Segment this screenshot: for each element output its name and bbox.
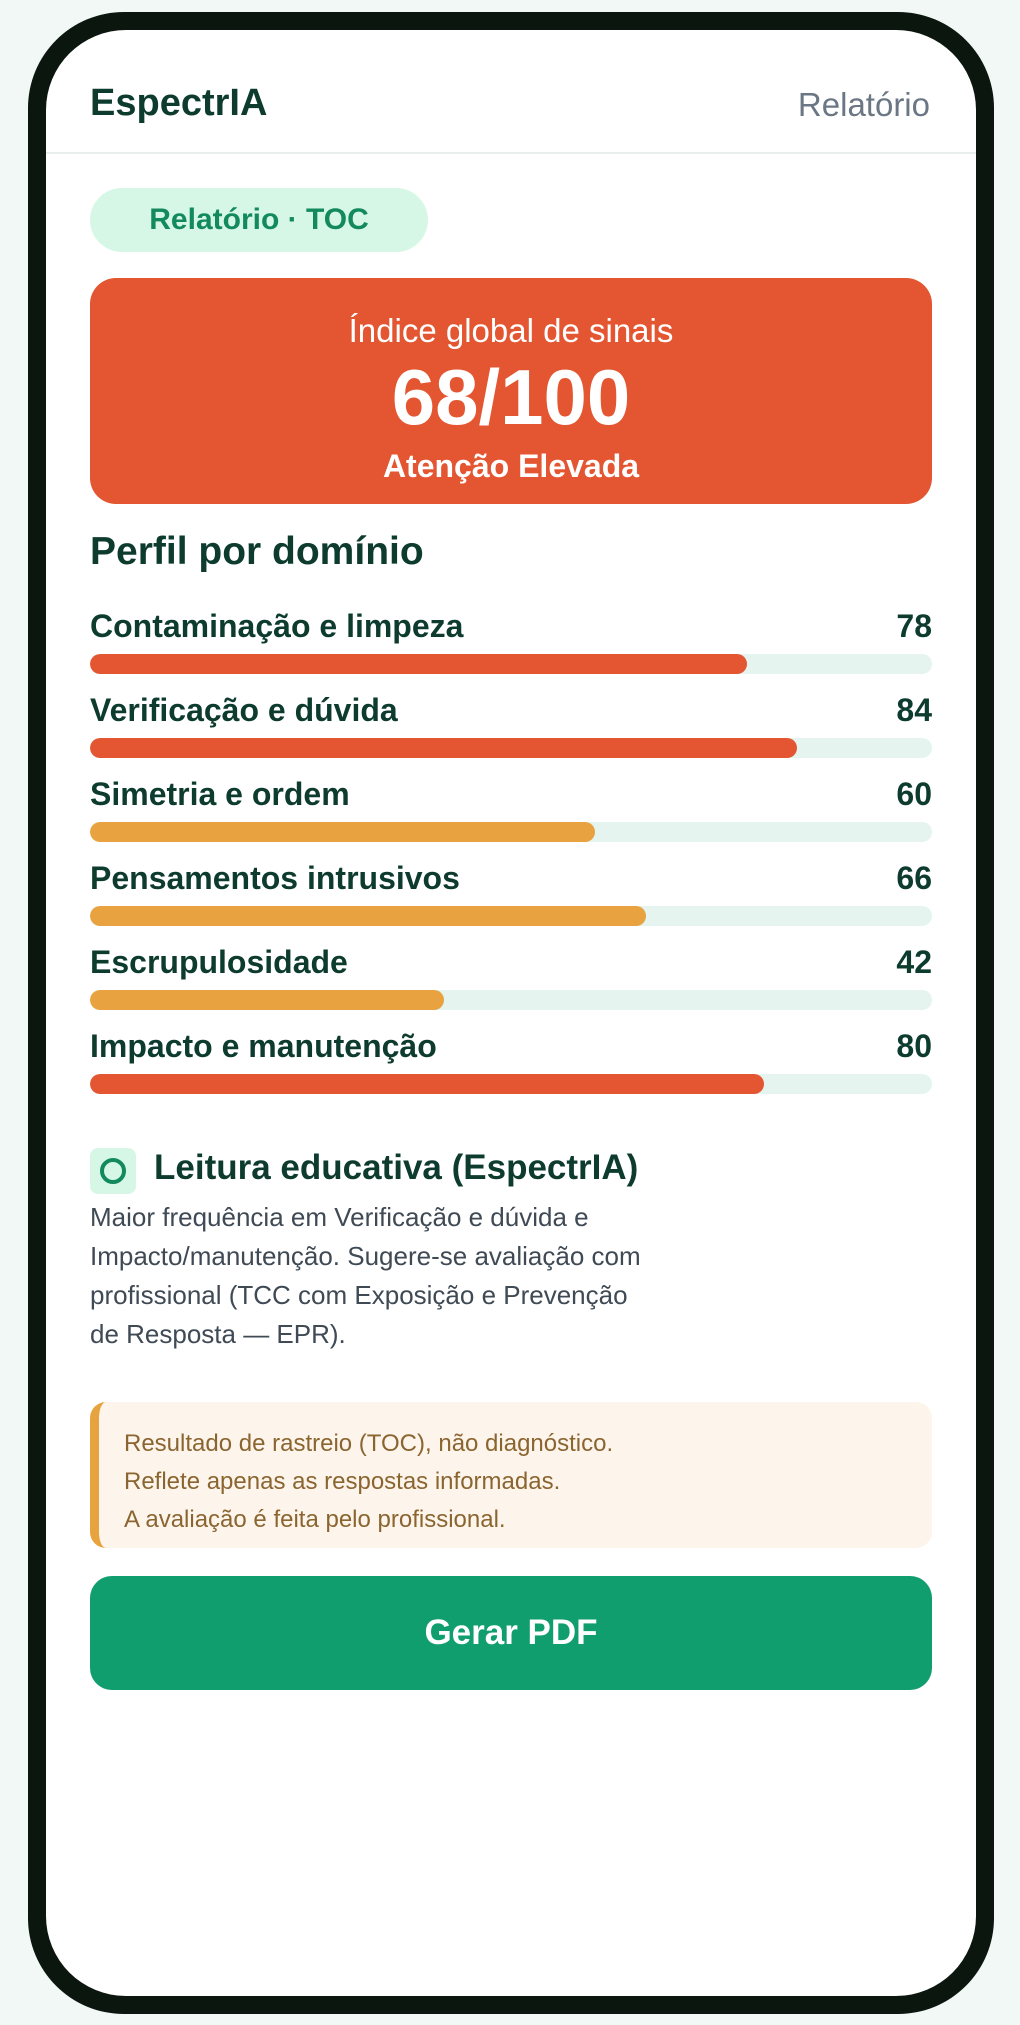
- education-line: Maior frequência em Verificação e dúvida…: [90, 1202, 589, 1232]
- domain-bar-fill: [90, 738, 798, 758]
- domain-name: Impacto e manutenção: [90, 1028, 437, 1064]
- domain-score: 42: [896, 944, 932, 980]
- domain-profile-title: Perfil por domínio: [90, 530, 424, 573]
- education-text: Maior frequência em Verificação e dúvida…: [90, 1198, 690, 1354]
- domain-row: Contaminação e limpeza 78: [90, 608, 932, 678]
- disclaimer-box: Resultado de rastreio (TOC), não diagnós…: [90, 1402, 932, 1548]
- generate-pdf-button[interactable]: Gerar PDF: [90, 1576, 932, 1690]
- domain-bar-track: [90, 1074, 932, 1094]
- domain-name: Contaminação e limpeza: [90, 608, 464, 644]
- score-value: 68/100: [391, 353, 631, 441]
- report-badge: Relatório · TOC: [90, 188, 428, 252]
- score-level: Atenção Elevada: [382, 448, 640, 484]
- education-line: profissional (TCC com Exposição e Preven…: [90, 1280, 628, 1310]
- domain-score: 66: [896, 860, 932, 896]
- education-title: Leitura educativa (EspectrIA): [154, 1148, 639, 1187]
- domain-name: Escrupulosidade: [90, 944, 348, 980]
- domain-name: Verificação e dúvida: [90, 692, 398, 728]
- domain-row: Simetria e ordem 60: [90, 776, 932, 846]
- domain-score: 84: [896, 692, 932, 728]
- top-bar: EspectrIA Relatório: [46, 30, 976, 154]
- domain-row: Verificação e dúvida 84: [90, 692, 932, 762]
- domain-row: Pensamentos intrusivos 66: [90, 860, 932, 930]
- score-label: Índice global de sinais: [348, 312, 674, 349]
- domain-score: 80: [896, 1028, 932, 1064]
- domain-bar-track: [90, 822, 932, 842]
- domain-bar-track: [90, 906, 932, 926]
- domain-bar-fill: [90, 822, 596, 842]
- domain-bar-fill: [90, 990, 444, 1010]
- ring-icon: [90, 1148, 136, 1194]
- domain-score: 60: [896, 776, 932, 812]
- app-screen: EspectrIA Relatório Relatório · TOC Índi…: [46, 30, 976, 1996]
- report-link[interactable]: Relatório: [797, 86, 930, 123]
- phone-frame: EspectrIA Relatório Relatório · TOC Índi…: [28, 12, 994, 2014]
- domain-bar-track: [90, 654, 932, 674]
- education-line: Impacto/manutenção. Sugere-se avaliação …: [90, 1241, 641, 1271]
- domain-bar-track: [90, 738, 932, 758]
- domain-bar-fill: [90, 1074, 764, 1094]
- disclaimer-line: A avaliação é feita pelo profissional.: [124, 1506, 506, 1533]
- disclaimer-line: Resultado de rastreio (TOC), não diagnós…: [124, 1430, 614, 1457]
- brand-logo: EspectrIA: [90, 82, 268, 124]
- domain-name: Pensamentos intrusivos: [90, 860, 460, 896]
- domain-row: Escrupulosidade 42: [90, 944, 932, 1014]
- global-score-card: Índice global de sinais 68/100 Atenção E…: [90, 278, 932, 504]
- domain-row: Impacto e manutenção 80: [90, 1028, 932, 1098]
- domain-score: 78: [896, 608, 932, 644]
- domain-bar-fill: [90, 906, 646, 926]
- domain-bar-track: [90, 990, 932, 1010]
- education-line: de Resposta — EPR).: [90, 1319, 346, 1349]
- disclaimer-line: Reflete apenas as respostas informadas.: [124, 1468, 561, 1495]
- domain-bar-fill: [90, 654, 747, 674]
- domain-name: Simetria e ordem: [90, 776, 350, 812]
